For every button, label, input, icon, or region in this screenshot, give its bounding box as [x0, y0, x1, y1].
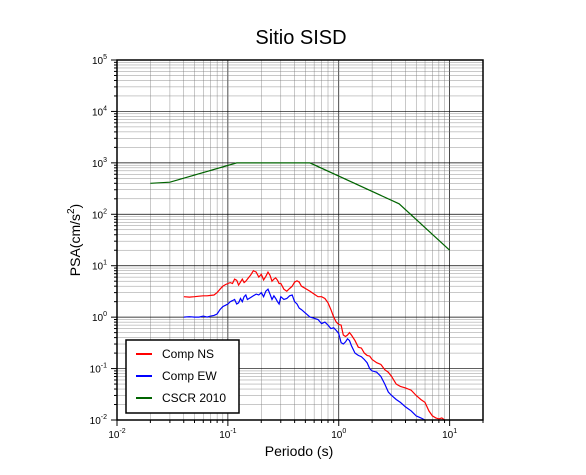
y-tick-label-base: 10	[92, 210, 104, 221]
y-axis-label: PSA(cm/s2)	[66, 204, 83, 276]
y-tick-label: 10-1	[90, 363, 107, 376]
x-tick-label: 10-1	[219, 428, 236, 441]
x-tick-label-base: 10	[219, 430, 231, 441]
y-tick-label: 105	[92, 54, 107, 67]
y-tick-label: 100	[92, 311, 107, 324]
legend: Comp NS Comp EW CSCR 2010	[125, 339, 240, 414]
x-tick-label-exp: -2	[119, 428, 125, 435]
x-tick-label-exp: 0	[342, 428, 346, 435]
x-tick-label: 10-2	[108, 428, 125, 441]
x-tick-label-base: 10	[331, 430, 343, 441]
y-tick-label-base: 10	[92, 56, 104, 67]
chart-title: Sitio SISD	[255, 27, 346, 49]
x-tick-label-base: 10	[442, 430, 454, 441]
y-axis-label-sup: 2	[66, 208, 77, 214]
y-axis-label-tail: )	[67, 204, 83, 209]
y-tick-label: 101	[92, 260, 107, 273]
x-tick-label: 101	[442, 428, 457, 441]
y-tick-label-exp: 3	[103, 157, 107, 164]
y-tick-label-base: 10	[92, 313, 104, 324]
y-tick-label-exp: 2	[103, 208, 107, 215]
y-tick-label-base: 10	[92, 107, 104, 118]
x-tick-label-exp: 1	[453, 428, 457, 435]
legend-label: CSCR 2010	[162, 391, 226, 405]
plot-frame	[116, 59, 484, 421]
x-tick-label-exp: -1	[230, 428, 236, 435]
y-tick-label: 104	[92, 105, 107, 118]
y-tick-label-base: 10	[92, 159, 104, 170]
series-line-cscr-2010	[150, 162, 451, 251]
legend-label: Comp EW	[162, 369, 217, 383]
x-tick-label-base: 10	[108, 430, 120, 441]
x-axis-label: Periodo (s)	[265, 443, 333, 459]
y-tick-label-base: 10	[90, 416, 102, 427]
y-tick-label-exp: -1	[101, 363, 107, 370]
y-tick-label-exp: 4	[103, 105, 107, 112]
x-tick-label: 100	[331, 428, 346, 441]
series-line-comp-ns	[183, 269, 445, 421]
legend-label: Comp NS	[162, 347, 214, 361]
y-tick-label-base: 10	[90, 365, 102, 376]
y-tick-label-exp: -2	[101, 414, 107, 421]
y-axis-label-base: PSA(cm/s	[67, 214, 83, 276]
y-tick-label-exp: 5	[103, 54, 107, 61]
series-lines	[150, 162, 451, 421]
y-tick-label-exp: 0	[103, 311, 107, 318]
y-tick-label: 102	[92, 208, 107, 221]
series-line-comp-ew	[183, 288, 426, 421]
y-tick-label: 10-2	[90, 414, 107, 427]
y-tick-label-exp: 1	[103, 260, 107, 267]
y-tick-label: 103	[92, 157, 107, 170]
y-tick-label-base: 10	[92, 262, 104, 273]
